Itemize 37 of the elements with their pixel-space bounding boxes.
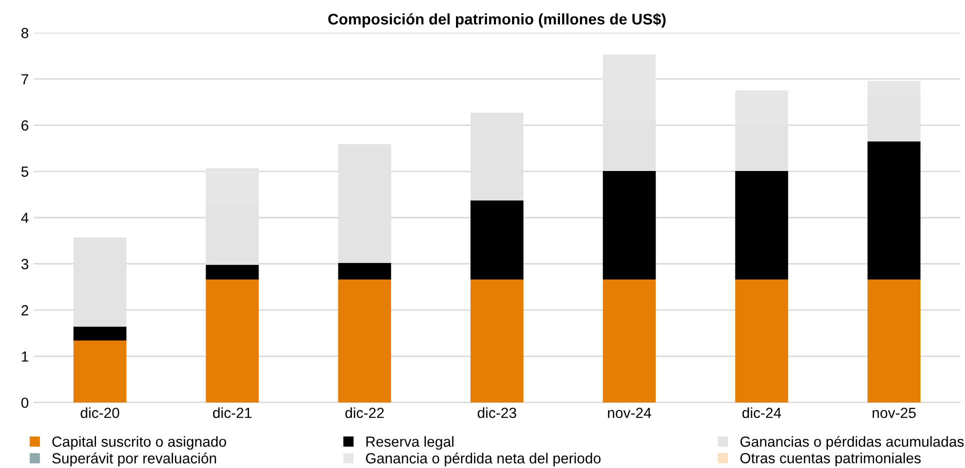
bar — [470, 200, 524, 280]
bar — [602, 170, 656, 280]
x-tick-label: dic-20 — [80, 407, 120, 418]
y-tick-label: 1 — [22, 352, 28, 362]
y-tick-label: 2 — [22, 305, 28, 316]
legend-label: Capital suscrito o asignado — [52, 436, 226, 450]
bar — [735, 280, 788, 402]
y-tick-label: 5 — [21, 166, 28, 177]
bar — [206, 264, 259, 280]
chart-title: Composición del patrimonio (millones de US$) — [328, 13, 666, 28]
bar — [338, 262, 392, 280]
bar — [206, 280, 259, 402]
y-tick-label: 3 — [21, 258, 28, 270]
legend-label: Reserva legal — [366, 436, 454, 450]
x-tick-label: dic-21 — [213, 407, 252, 418]
x-tick-label: dic-23 — [478, 407, 516, 418]
bar — [470, 280, 524, 402]
legend-label: Otras cuentas patrimoniales — [740, 452, 921, 466]
bar — [735, 170, 788, 280]
x-tick-label: dic-22 — [345, 407, 384, 418]
bar — [338, 280, 392, 402]
bar — [73, 326, 126, 341]
legend-label: Superávit por revaluación — [52, 452, 216, 466]
legend-label: Ganancia o pérdida neta del periodo — [366, 452, 601, 466]
bar — [602, 280, 656, 402]
y-tick-label: 6 — [22, 120, 28, 131]
legend-label: Ganancias o pérdidas acumuladas — [740, 436, 964, 450]
bar — [73, 340, 126, 402]
y-tick-label: 7 — [22, 74, 28, 84]
x-tick-label: nov-24 — [608, 408, 652, 418]
y-tick-label: 8 — [21, 28, 28, 38]
y-tick-label: 0 — [21, 398, 28, 408]
bar — [868, 280, 920, 402]
x-tick-label: dic-24 — [742, 407, 782, 418]
x-tick-label: nov-25 — [872, 408, 916, 418]
bar — [868, 141, 920, 280]
y-tick-label: 4 — [21, 212, 28, 223]
